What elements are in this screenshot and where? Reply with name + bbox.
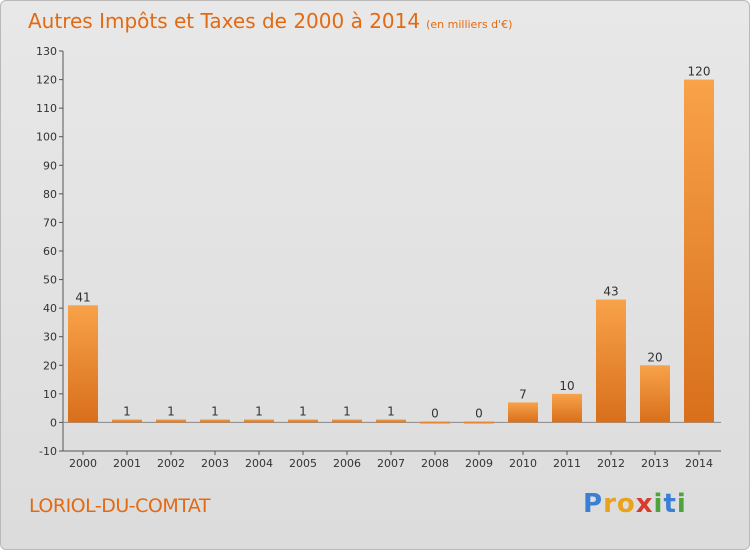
x-tick-label: 2014 xyxy=(685,457,713,470)
x-tick-label: 2013 xyxy=(641,457,669,470)
x-tick-label: 2004 xyxy=(245,457,273,470)
bar xyxy=(552,393,582,423)
bar-value-label: 1 xyxy=(387,404,395,418)
logo-letter: t xyxy=(663,489,677,519)
x-tick-label: 2005 xyxy=(289,457,317,470)
bar-value-label: 1 xyxy=(167,404,175,418)
x-tick-label: 2003 xyxy=(201,457,229,470)
bar xyxy=(464,421,494,424)
x-tick-label: 2000 xyxy=(69,457,97,470)
bar xyxy=(684,79,714,423)
y-tick-label: 110 xyxy=(36,102,57,115)
y-tick-label: 70 xyxy=(43,216,57,229)
bar xyxy=(508,402,538,423)
bar xyxy=(288,419,318,423)
y-tick-label: -10 xyxy=(39,445,57,458)
bar xyxy=(156,419,186,423)
y-tick-label: 40 xyxy=(43,302,57,315)
bar-value-label: 120 xyxy=(688,65,711,79)
bar xyxy=(420,421,450,424)
y-tick-label: 10 xyxy=(43,388,57,401)
bar-value-label: 7 xyxy=(519,387,527,401)
bar-value-label: 41 xyxy=(75,290,90,304)
x-tick-label: 2007 xyxy=(377,457,405,470)
chart-bars xyxy=(68,79,714,424)
bar-value-label: 1 xyxy=(299,404,307,418)
logo-letter: o xyxy=(616,489,636,519)
chart-subtitle: (en milliers d'€) xyxy=(426,18,513,31)
y-tick-label: 90 xyxy=(43,159,57,172)
logo-letter: i xyxy=(653,489,664,519)
x-tick-label: 2008 xyxy=(421,457,449,470)
bar-value-label: 1 xyxy=(343,404,351,418)
y-tick-label: 60 xyxy=(43,245,57,258)
bar-value-label: 43 xyxy=(603,285,618,299)
bar xyxy=(200,419,230,423)
y-tick-label: 0 xyxy=(50,416,57,429)
bar xyxy=(640,365,670,423)
x-tick-label: 2010 xyxy=(509,457,537,470)
y-tick-label: 100 xyxy=(36,131,57,144)
bar xyxy=(68,305,98,423)
logo-letter: i xyxy=(676,489,687,519)
bar-value-label: 0 xyxy=(475,406,483,420)
y-tick-label: 130 xyxy=(36,45,57,58)
x-tick-label: 2002 xyxy=(157,457,185,470)
bar xyxy=(332,419,362,423)
bar xyxy=(244,419,274,423)
bar xyxy=(596,299,626,423)
logo-letter: r xyxy=(603,489,617,519)
bar-value-label: 1 xyxy=(211,404,219,418)
y-tick-label: 80 xyxy=(43,188,57,201)
y-tick-label: 30 xyxy=(43,331,57,344)
bar-value-label: 10 xyxy=(559,379,574,393)
chart-title: Autres Impôts et Taxes de 2000 à 2014 (en… xyxy=(28,9,512,33)
x-tick-label: 2001 xyxy=(113,457,141,470)
bar xyxy=(376,419,406,423)
x-tick-label: 2011 xyxy=(553,457,581,470)
x-tick-label: 2006 xyxy=(333,457,361,470)
bar-value-label: 1 xyxy=(255,404,263,418)
y-tick-label: 120 xyxy=(36,74,57,87)
y-tick-label: 20 xyxy=(43,359,57,372)
chart-title-text: Autres Impôts et Taxes de 2000 à 2014 xyxy=(28,9,421,33)
proxiti-logo: Proxiti xyxy=(583,489,687,519)
x-tick-label: 2012 xyxy=(597,457,625,470)
y-tick-label: 50 xyxy=(43,274,57,287)
commune-name: LORIOL-DU-COMTAT xyxy=(29,495,211,517)
logo-letter: P xyxy=(583,489,604,519)
bar-value-label: 0 xyxy=(431,406,439,420)
bar-value-label: 1 xyxy=(123,404,131,418)
x-tick-label: 2009 xyxy=(465,457,493,470)
logo-letter: x xyxy=(635,489,654,519)
bar xyxy=(112,419,142,423)
bar-value-label: 20 xyxy=(647,350,662,364)
